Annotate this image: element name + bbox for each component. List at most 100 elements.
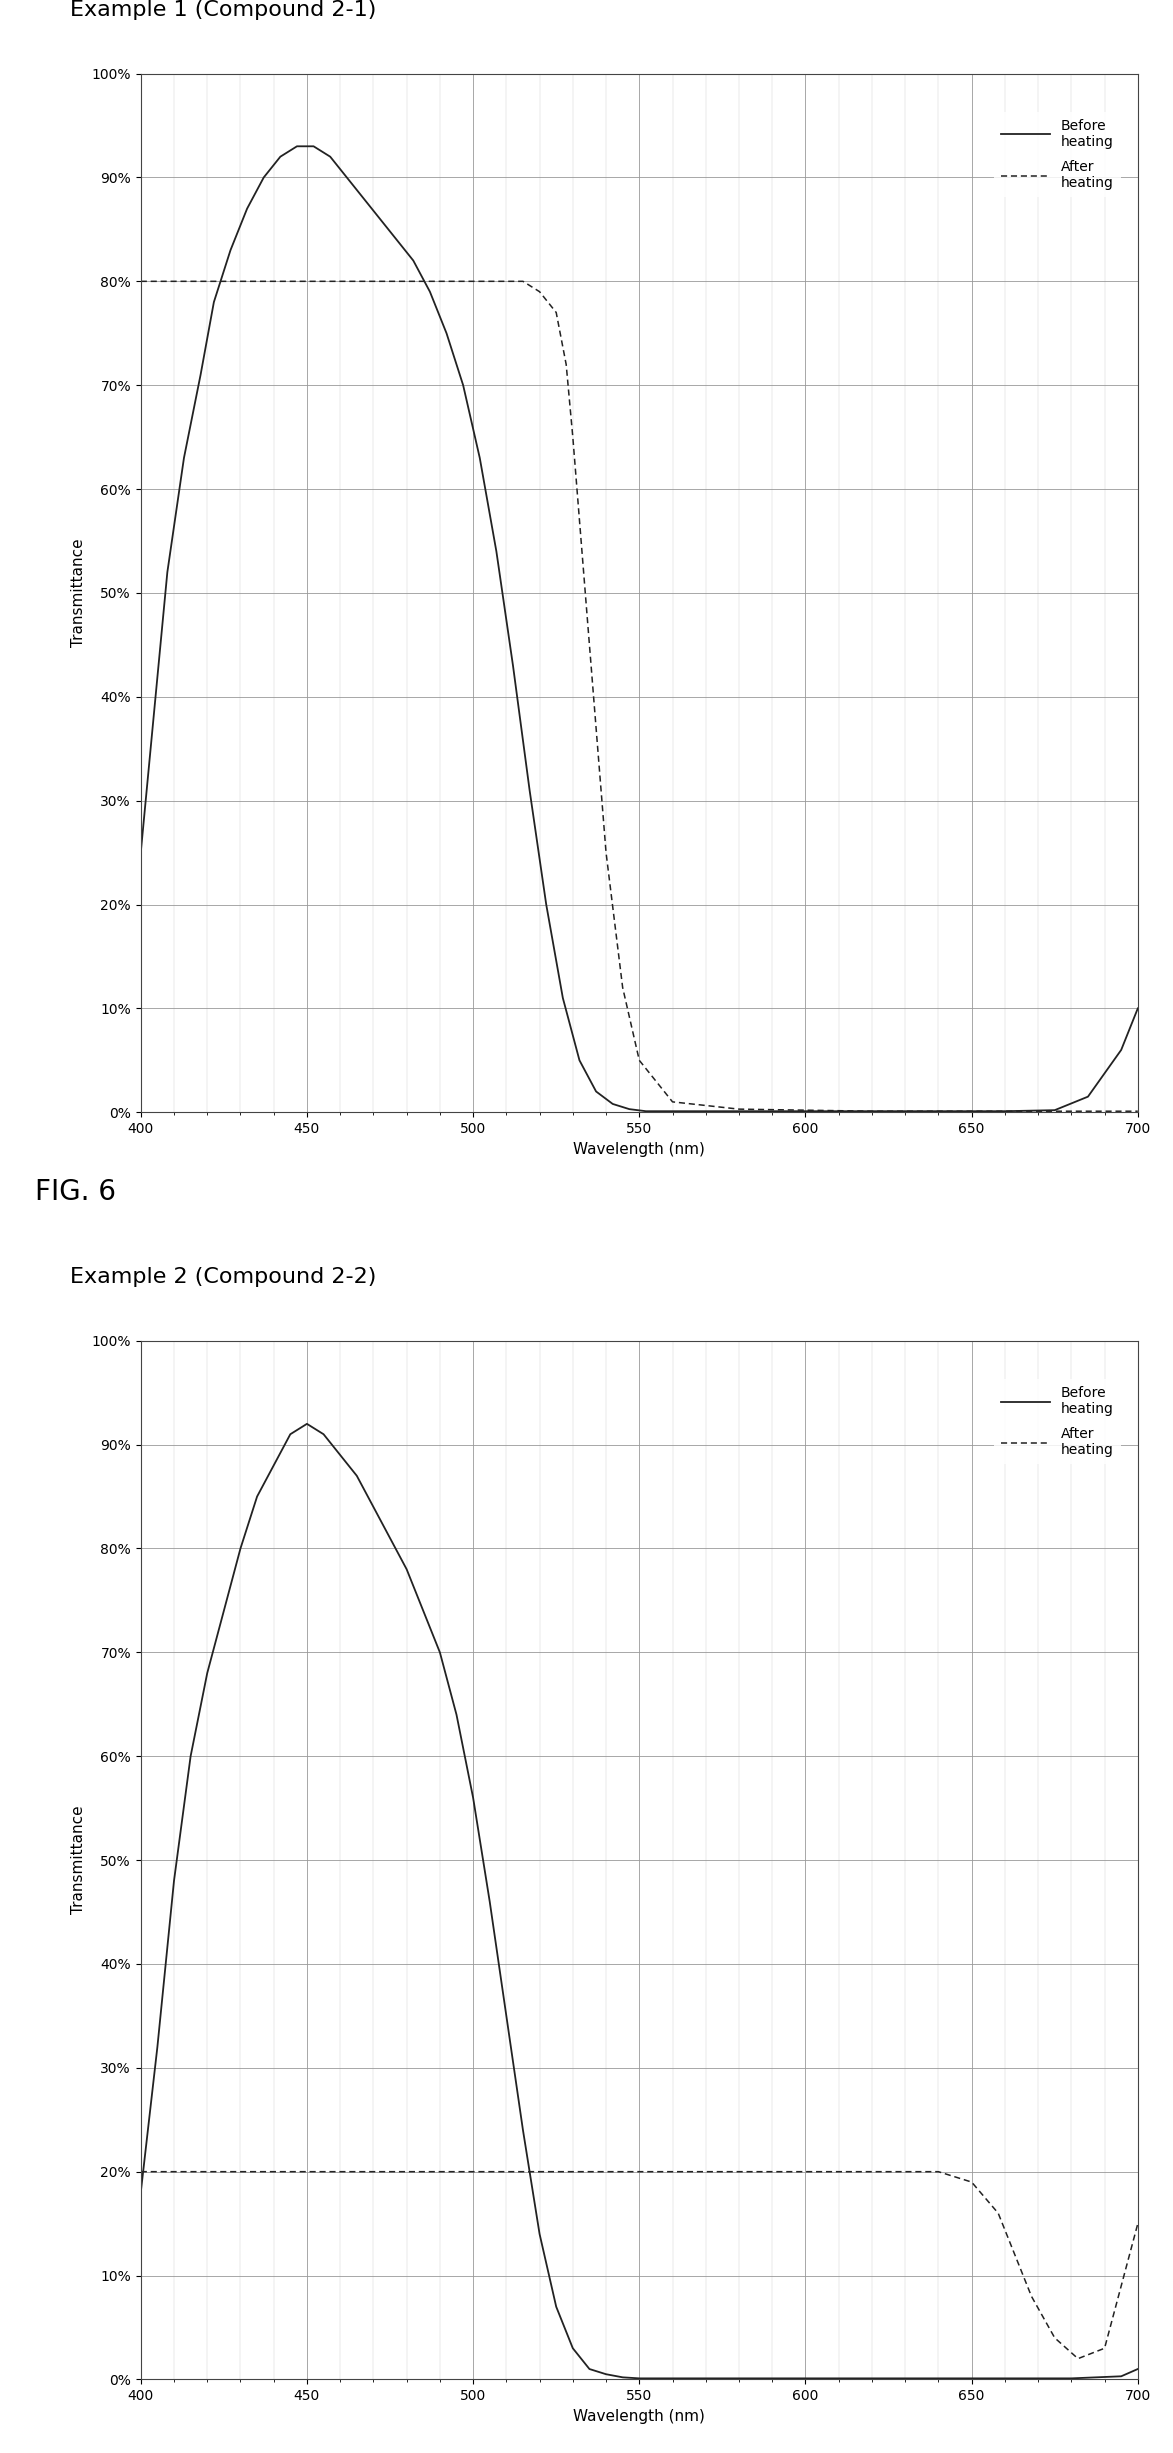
Before
heating	[506, 650, 520, 679]
Before
heating	[665, 1096, 679, 1126]
Before
heating	[732, 2365, 746, 2394]
After
heating	[1131, 1096, 1145, 1126]
After
heating	[1047, 2323, 1062, 2352]
Before
heating	[732, 1096, 746, 1126]
After
heating	[632, 2156, 646, 2186]
After
heating	[333, 267, 347, 297]
After
heating	[516, 267, 530, 297]
After
heating	[400, 267, 414, 297]
Before
heating	[433, 1639, 447, 1668]
Before
heating	[422, 277, 436, 307]
After
heating	[1064, 1096, 1078, 1126]
After
heating	[433, 2156, 447, 2186]
Before
heating	[177, 444, 191, 473]
Before
heating	[283, 1420, 297, 1450]
Before
heating	[473, 444, 487, 473]
After
heating	[400, 2156, 414, 2186]
Before
heating	[273, 142, 287, 172]
After
heating	[266, 2156, 280, 2186]
After
heating	[616, 974, 630, 1003]
Before
heating	[350, 1462, 364, 1491]
Before
heating	[799, 2365, 813, 2394]
After
heating	[565, 2156, 579, 2186]
After
heating	[665, 2156, 679, 2186]
Before
heating	[134, 839, 148, 868]
After
heating	[500, 2156, 514, 2186]
After
heating	[865, 2156, 879, 2186]
Before
heating	[233, 1533, 248, 1563]
Before
heating	[161, 557, 175, 586]
After
heating	[366, 267, 380, 297]
Before
heating	[500, 2002, 514, 2031]
Legend: Before
heating, After
heating: Before heating, After heating	[995, 1379, 1121, 1464]
After
heating	[799, 1096, 813, 1126]
After
heating	[865, 1096, 879, 1126]
After
heating	[1131, 2208, 1145, 2237]
After
heating	[565, 422, 579, 451]
After
heating	[201, 2156, 215, 2186]
After
heating	[582, 630, 596, 660]
Before
heating	[556, 984, 570, 1013]
Line: After
heating: After heating	[141, 2171, 1138, 2360]
After
heating	[533, 277, 547, 307]
Before
heating	[300, 1408, 314, 1437]
After
heating	[233, 267, 248, 297]
Before
heating	[549, 2291, 563, 2321]
Before
heating	[134, 2178, 148, 2208]
Before
heating	[194, 361, 208, 390]
After
heating	[1071, 2345, 1085, 2375]
Before
heating	[223, 235, 237, 265]
Before
heating	[998, 2365, 1012, 2394]
Line: Before
heating: Before heating	[141, 147, 1138, 1111]
Before
heating	[257, 162, 271, 191]
After
heating	[300, 267, 314, 297]
After
heating	[599, 839, 613, 868]
After
heating	[799, 2156, 813, 2186]
Before
heating	[483, 1886, 497, 1916]
After
heating	[549, 297, 563, 326]
Before
heating	[206, 287, 221, 316]
Before
heating	[489, 537, 503, 567]
Before
heating	[150, 2034, 164, 2063]
Before
heating	[1082, 1082, 1096, 1111]
Before
heating	[1131, 2355, 1145, 2384]
Before
heating	[306, 132, 320, 162]
After
heating	[1024, 2281, 1038, 2311]
After
heating	[300, 2156, 314, 2186]
After
heating	[931, 1096, 945, 1126]
Before
heating	[449, 1700, 463, 1729]
Before
heating	[466, 1783, 480, 1813]
After
heating	[167, 2156, 181, 2186]
Before
heating	[516, 2114, 530, 2144]
Before
heating	[1064, 2365, 1078, 2394]
Before
heating	[323, 142, 338, 172]
After
heating	[201, 267, 215, 297]
Before
heating	[250, 1482, 264, 1511]
Before
heating	[616, 2362, 630, 2392]
Before
heating	[572, 1045, 586, 1074]
Before
heating	[540, 890, 554, 920]
Before
heating	[1047, 1096, 1062, 1126]
Before
heating	[240, 194, 255, 223]
After
heating	[333, 2156, 347, 2186]
Text: Example 1 (Compound 2-1): Example 1 (Compound 2-1)	[70, 0, 377, 20]
Line: After
heating: After heating	[141, 282, 1138, 1111]
Before
heating	[865, 1096, 879, 1126]
After
heating	[433, 267, 447, 297]
Before
heating	[440, 319, 454, 348]
Before
heating	[1114, 2362, 1128, 2392]
Before
heating	[167, 1867, 181, 1896]
Before
heating	[382, 1523, 396, 1553]
After
heating	[266, 267, 280, 297]
Before
heating	[799, 1096, 813, 1126]
Before
heating	[373, 204, 387, 233]
Before
heating	[931, 1096, 945, 1126]
After
heating	[732, 2156, 746, 2186]
Before
heating	[622, 1094, 636, 1123]
Line: Before
heating: Before heating	[141, 1423, 1138, 2379]
After
heating	[500, 267, 514, 297]
Before
heating	[366, 1491, 380, 1521]
Before
heating	[599, 2360, 613, 2389]
Text: Example 2 (Compound 2-2): Example 2 (Compound 2-2)	[70, 1266, 377, 1288]
After
heating	[665, 1087, 679, 1116]
